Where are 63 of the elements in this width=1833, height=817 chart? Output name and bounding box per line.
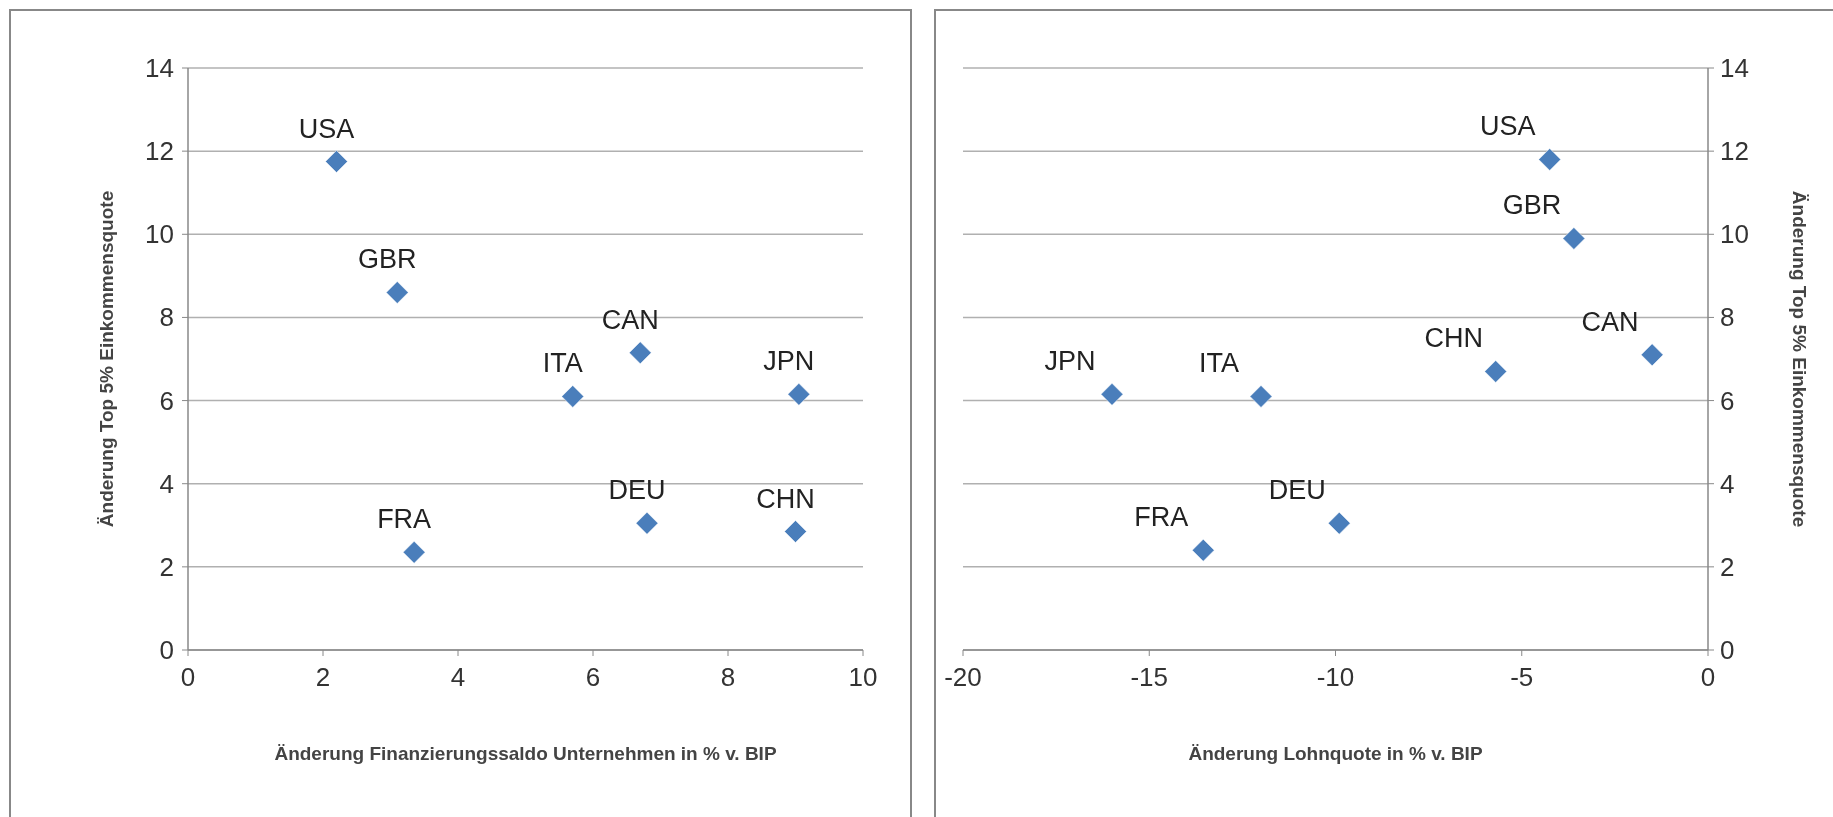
annotation: USA	[298, 113, 355, 144]
y-tick-label: 2	[159, 551, 174, 582]
point	[784, 520, 807, 543]
y-tick-label: 0	[159, 635, 174, 665]
annotation: JPN	[1044, 346, 1096, 377]
y-tick-label: 14	[145, 53, 174, 83]
x-tick-label: 0	[1700, 662, 1716, 692]
x-tick-label: 6	[585, 662, 601, 692]
annotation: CHN	[756, 483, 815, 514]
x-tick-label: 10	[848, 662, 878, 692]
x-axis-title: Änderung Lohnquote in % v. BIP	[1188, 743, 1483, 764]
point	[386, 281, 409, 304]
x-tick-label: -5	[1510, 662, 1534, 692]
y2-tick-label: 6	[1720, 385, 1735, 416]
y2-tick-label: 0	[1720, 635, 1735, 665]
x-tick-label: -15	[1130, 662, 1169, 692]
y2-tick-label: 2	[1720, 551, 1735, 582]
annotation: ITA	[1199, 348, 1239, 379]
point	[402, 541, 426, 564]
point	[1640, 343, 1664, 367]
point	[787, 383, 811, 406]
point	[1192, 538, 1215, 562]
point	[325, 150, 348, 173]
point	[1327, 511, 1351, 535]
x-tick-label: 4	[450, 662, 466, 692]
x-tick-label: 2	[315, 662, 331, 692]
y-tick-label: 4	[159, 468, 174, 499]
point	[1249, 385, 1273, 408]
point	[1100, 383, 1124, 406]
annotation: ITA	[542, 348, 583, 379]
y-tick-label: 6	[159, 385, 174, 416]
x-tick-label: 8	[720, 662, 736, 692]
annotation: USA	[1479, 111, 1536, 142]
y-axis-title: Änderung Top 5% Einkommensquote	[96, 190, 117, 528]
annotation: FRA	[1134, 502, 1189, 533]
annotation: JPN	[763, 346, 815, 377]
x-tick-label: 0	[180, 662, 196, 692]
annotation: CHN	[1424, 323, 1483, 354]
x-tick-label: -20	[944, 662, 982, 692]
annotation: CAN	[1581, 306, 1639, 337]
annotation: DEU	[1268, 475, 1326, 506]
annotation: GBR	[357, 244, 417, 275]
y-tick-label: 8	[159, 302, 174, 333]
point	[1484, 360, 1507, 383]
annotation: DEU	[608, 475, 666, 506]
y2-tick-label: 4	[1720, 468, 1735, 499]
point	[629, 341, 652, 365]
y2-axis-title: Änderung Top 5% Einkommensquote	[1789, 190, 1810, 528]
annotation: GBR	[1502, 190, 1562, 221]
point	[561, 385, 584, 408]
x-axis-title: Änderung Finanzierungssaldo Unternehmen in % v. BIP	[274, 743, 777, 764]
y-tick-label: 12	[145, 136, 174, 167]
annotation: CAN	[601, 304, 659, 335]
point	[1538, 148, 1561, 171]
x-tick-label: -10	[1316, 662, 1355, 692]
point	[635, 511, 659, 535]
y2-tick-label: 12	[1720, 136, 1749, 167]
y2-tick-label: 10	[1720, 219, 1749, 250]
point	[1562, 227, 1586, 250]
y-tick-label: 10	[145, 219, 174, 250]
annotation: FRA	[377, 504, 432, 535]
y2-tick-label: 8	[1720, 302, 1735, 333]
y2-tick-label: 14	[1720, 53, 1749, 83]
